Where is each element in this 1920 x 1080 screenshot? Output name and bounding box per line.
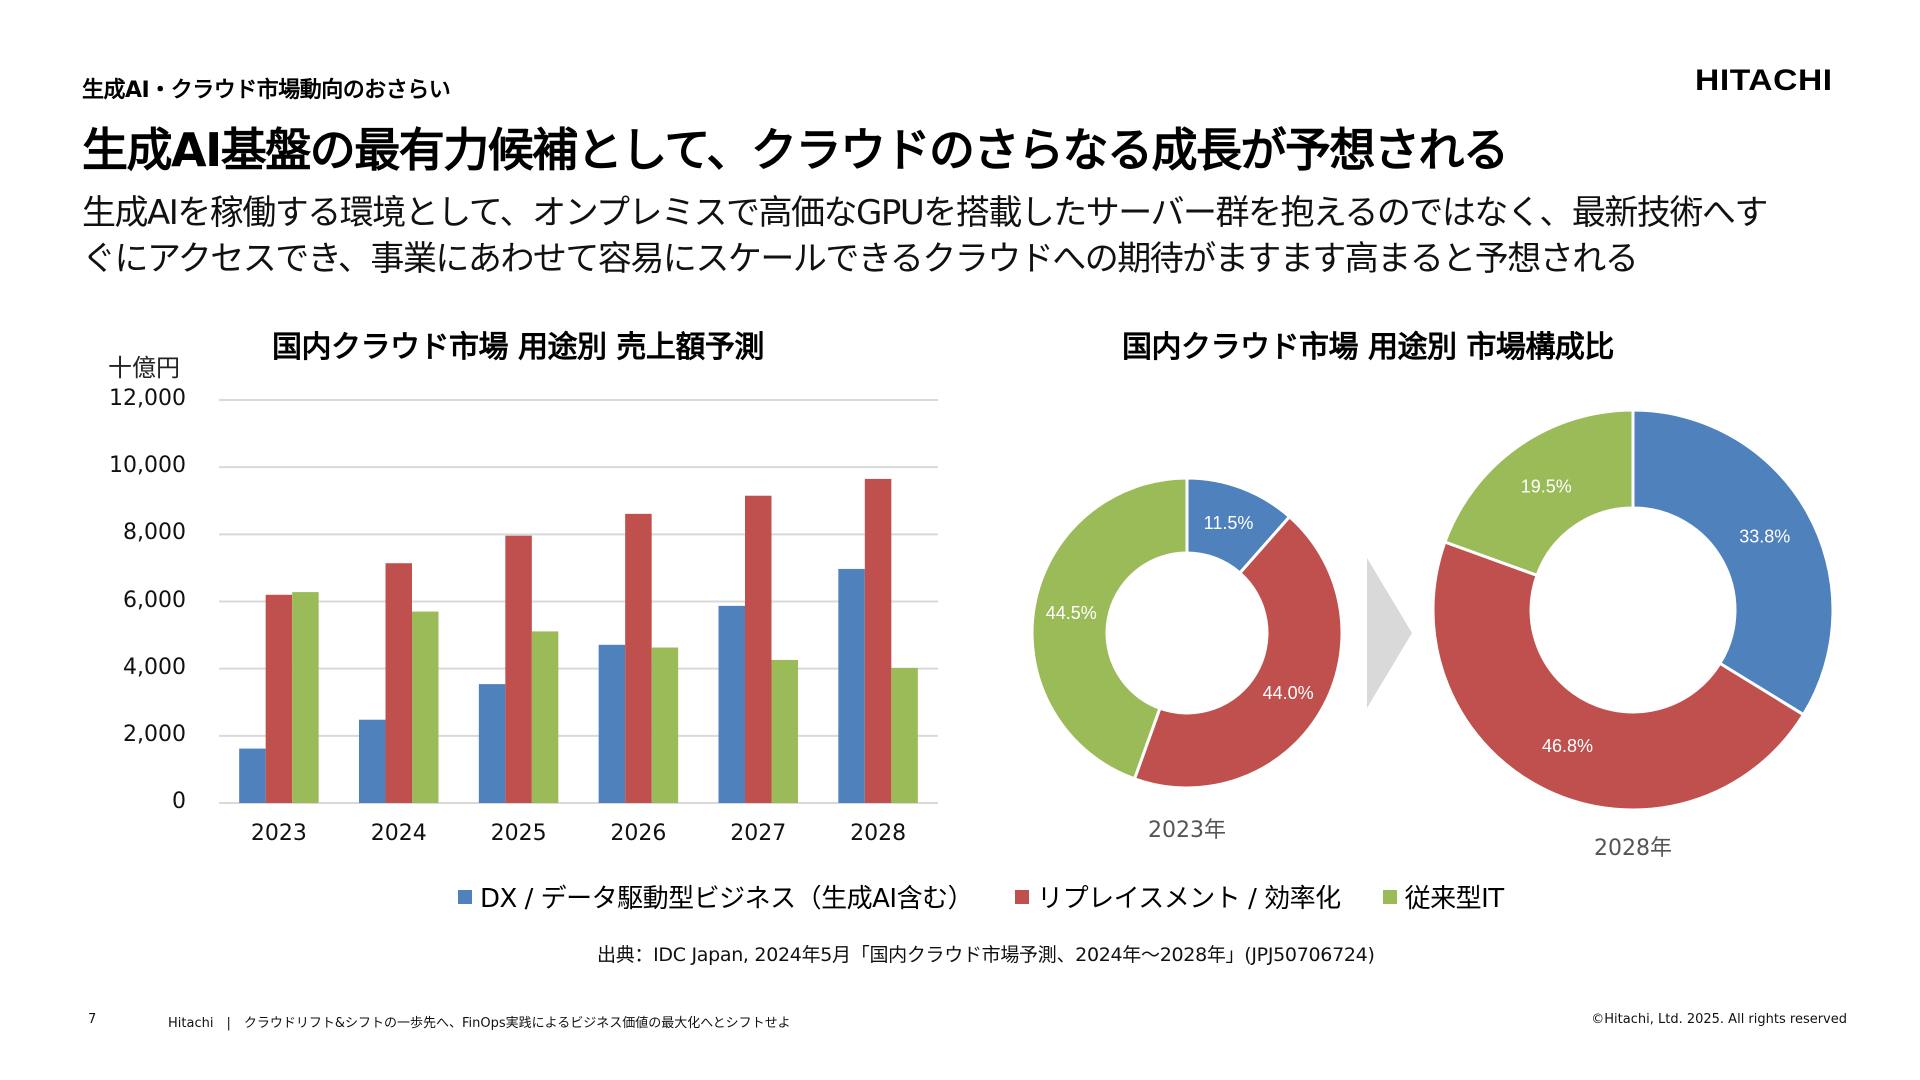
footer-company-line: Hitachi | クラウドリフト&シフトの一歩先へ、FinOps実践によるビジ…: [168, 1016, 791, 1031]
donut-1-slice-2: [1442, 408, 1635, 578]
lead-line-2: ぐにアクセスでき、事業にあわせて容易にスケールできるクラウドへの期待がますます高…: [82, 239, 1639, 279]
donut-0-slice-1: [1132, 514, 1344, 790]
bar-2027-series-0: [718, 605, 745, 803]
donut-0-slice-label-0: 11.5%: [1204, 513, 1254, 533]
bar-2024-series-1: [385, 563, 412, 803]
lead-text: 生成AIを稼働する環境として、オンプレミスで高価なGPUを搭載したサーバー群を抱…: [82, 190, 1768, 282]
donut-chart-title: 国内クラウド市場 用途別 市場構成比: [1122, 330, 1614, 365]
bar-2028-series-2: [891, 667, 918, 803]
legend-swatch-legacy-it: [1382, 889, 1397, 904]
bar-2023-series-0: [239, 748, 266, 803]
donut-1-slice-label-1: 46.8%: [1542, 736, 1593, 756]
page-title: 生成AI基盤の最有力候補として、クラウドのさらなる成長が予想される: [82, 123, 1509, 177]
donut-0-slice-label-1: 44.0%: [1263, 683, 1314, 703]
bar-chart-gridlines: [219, 399, 938, 804]
bar-2026-series-2: [651, 647, 679, 803]
legend-item-replacement: リプレイスメント / 効率化: [1015, 878, 1341, 915]
chart-legend: DX / データ駆動型ビジネス（生成AI含む） リプレイスメント / 効率化 従…: [458, 878, 1546, 915]
legend-item-legacy-it: 従来型IT: [1382, 878, 1505, 915]
y-tick-label: 2,000: [123, 721, 186, 747]
legend-label-legacy-it: 従来型IT: [1404, 884, 1505, 914]
y-axis-unit-label: 十億円: [108, 354, 180, 382]
bar-2024-series-2: [412, 611, 439, 803]
legend-label-replacement: リプレイスメント / 効率化: [1037, 884, 1341, 914]
source-citation: 出典：IDC Japan, 2024年5月「国内クラウド市場予測、2024年～2…: [597, 944, 1375, 966]
page-number: 7: [88, 1012, 97, 1027]
footer-copyright: ©Hitachi, Ltd. 2025. All rights reserved: [1591, 1012, 1847, 1027]
x-tick-label: 2026: [610, 821, 667, 846]
x-tick-label: 2025: [490, 821, 547, 846]
x-tick-label: 2023: [250, 821, 307, 846]
bar-chart-title: 国内クラウド市場 用途別 売上額予測: [272, 330, 764, 365]
bar-chart-bars: [239, 478, 918, 803]
bar-2023-series-1: [265, 594, 293, 803]
x-tick-label: 2028: [850, 821, 907, 846]
legend-item-dx: DX / データ駆動型ビジネス（生成AI含む）: [458, 878, 974, 915]
donut-0-slice-2: [1030, 476, 1189, 781]
donut-1-slice-label-0: 33.8%: [1739, 526, 1790, 546]
bar-2024-series-0: [359, 719, 386, 803]
bar-2028-series-1: [864, 478, 892, 803]
bar-2023-series-2: [292, 592, 319, 803]
donut-year-label: 2028年: [1594, 836, 1672, 861]
x-tick-label: 2027: [730, 821, 787, 846]
bar-2027-series-1: [745, 495, 772, 803]
legend-swatch-replacement: [1015, 889, 1030, 904]
bar-2027-series-2: [771, 659, 798, 803]
hitachi-logo: HITACHI: [1695, 64, 1833, 97]
legend-swatch-dx: [458, 889, 472, 904]
y-tick-label: 4,000: [123, 654, 186, 680]
y-tick-label: 0: [172, 789, 186, 814]
y-tick-label: 6,000: [123, 587, 186, 613]
lead-line-1: 生成AIを稼働する環境として、オンプレミスで高価なGPUを搭載したサーバー群を抱…: [82, 193, 1768, 233]
bar-2026-series-0: [598, 644, 626, 803]
transition-arrow-icon: [1367, 558, 1412, 708]
donut-1-slice-1: [1431, 540, 1806, 812]
y-tick-label: 12,000: [109, 386, 186, 411]
bar-2028-series-0: [838, 568, 865, 803]
legend-label-dx: DX / データ駆動型ビジネス（生成AI含む）: [480, 884, 974, 914]
x-tick-label: 2024: [370, 821, 427, 846]
donut-1-slice-label-2: 19.5%: [1521, 476, 1572, 496]
bar-2025-series-1: [505, 535, 532, 803]
donut-0-slice-label-2: 44.5%: [1046, 603, 1097, 623]
donut-charts: 11.5% 44.0% 44.5% 33.8% 46.8% 19.5%: [1030, 408, 1835, 812]
bar-2026-series-1: [625, 513, 652, 803]
bar-2025-series-2: [531, 631, 559, 803]
y-tick-label: 10,000: [109, 453, 186, 479]
donut-year-label: 2023年: [1148, 818, 1226, 843]
y-tick-label: 8,000: [123, 520, 186, 546]
bar-2025-series-0: [478, 684, 506, 803]
donut-1-slice-0: [1631, 408, 1835, 717]
section-label: 生成AI・クラウド市場動向のおさらい: [82, 78, 451, 103]
